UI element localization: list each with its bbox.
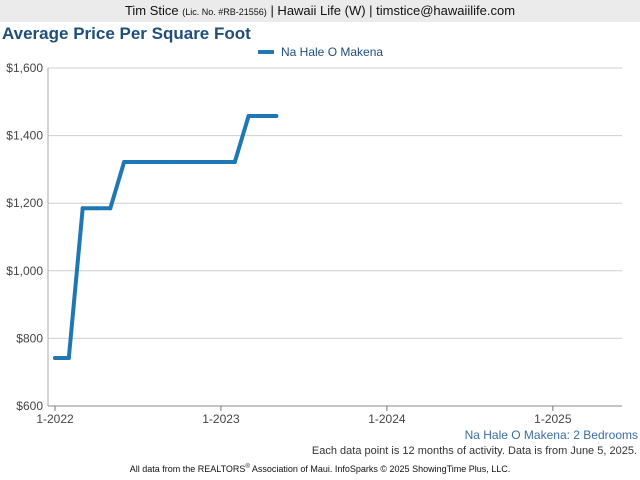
data-point: [149, 159, 154, 164]
data-point: [274, 113, 279, 118]
y-tick-label: $1,600: [6, 61, 43, 75]
y-tick-label: $600: [16, 399, 43, 413]
x-tick-label: 1-2024: [368, 412, 406, 426]
agent-contact: | Hawaii Life (W) | timstice@hawaiilife.…: [270, 3, 516, 18]
data-point: [108, 206, 113, 211]
agent-header-bar: Tim Stice (Lic. No. #RB-21556) | Hawaii …: [0, 0, 640, 22]
footer-text-b: Association of Maui. InfoSparks © 2025 S…: [249, 464, 511, 474]
agent-license: (Lic. No. #RB-21556): [182, 7, 267, 17]
data-point: [66, 356, 71, 361]
chart-legend[interactable]: Na Hale O Makena: [258, 45, 383, 59]
legend-label: Na Hale O Makena: [281, 45, 384, 59]
data-point: [163, 159, 168, 164]
line-chart: $600 $800 $1,000 $1,200 $1,400 $1,600 1-2022 1-…: [6, 61, 622, 426]
data-point: [135, 159, 140, 164]
y-tick-label: $1,000: [6, 264, 43, 278]
x-tick-label: 1-2022: [36, 412, 74, 426]
data-point: [260, 113, 265, 118]
x-tick-label: 1-2025: [534, 412, 572, 426]
data-point: [232, 159, 237, 164]
data-point: [191, 159, 196, 164]
series-line: [53, 114, 279, 360]
chart-subtitle: Na Hale O Makena: 2 Bedrooms: [464, 428, 638, 442]
data-note: Each data point is 12 months of activity…: [311, 445, 637, 457]
footer-text-a: All data from the REALTORS: [129, 464, 246, 474]
data-point: [94, 206, 99, 211]
y-tick-label: $1,200: [6, 196, 43, 210]
data-point: [177, 159, 182, 164]
x-tick-label: 1-2023: [202, 412, 240, 426]
data-point: [246, 113, 251, 118]
legend-swatch: [258, 50, 274, 54]
data-point: [80, 206, 85, 211]
footer-credits: All data from the REALTORS® Association …: [0, 464, 640, 474]
chart-title: Average Price Per Square Foot: [2, 24, 251, 43]
agent-name: Tim Stice: [124, 3, 179, 18]
data-point: [122, 159, 127, 164]
data-point: [53, 356, 57, 361]
y-tick-label: $800: [16, 331, 43, 345]
y-tick-label: $1,400: [6, 129, 43, 143]
data-point: [218, 159, 223, 164]
registered-mark: ®: [245, 464, 250, 470]
data-point: [205, 159, 210, 164]
